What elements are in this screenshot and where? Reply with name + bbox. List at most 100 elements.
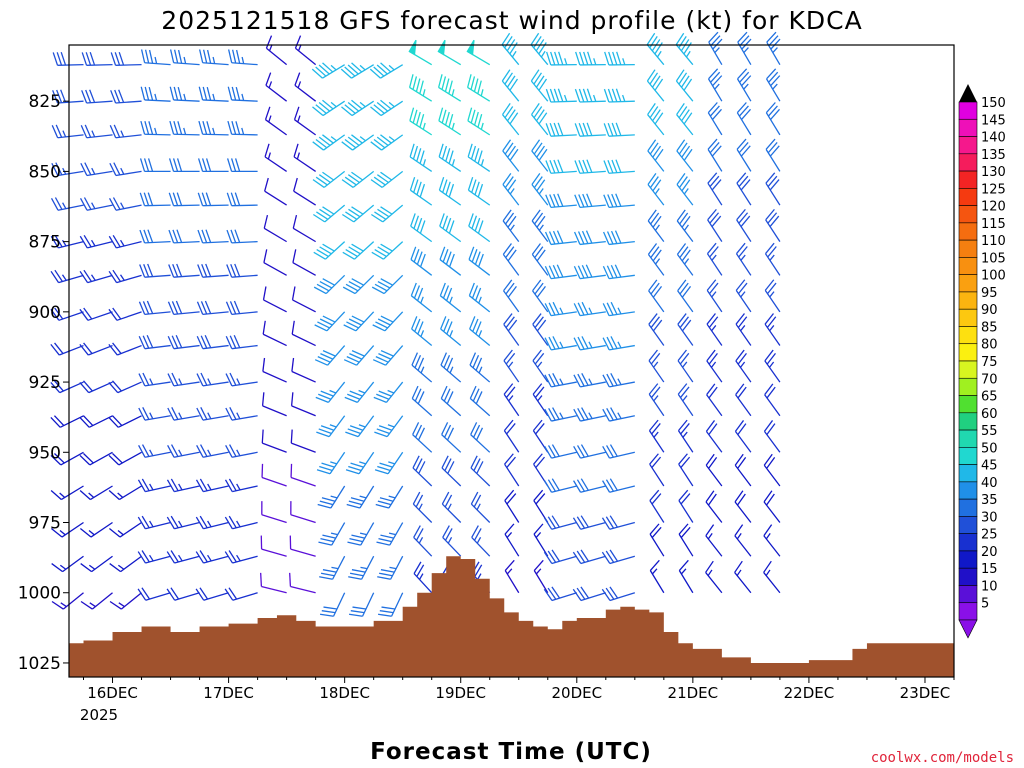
wind-barb: [502, 173, 520, 206]
wind-barb: [439, 213, 462, 243]
wind-barb: [412, 422, 433, 453]
wind-barb: [342, 274, 375, 295]
wind-barb: [261, 392, 287, 417]
wind-barb: [677, 349, 694, 383]
wind-barb: [265, 72, 288, 102]
colorbar-swatch: [958, 602, 978, 621]
wind-barb: [50, 415, 84, 428]
wind-barb: [648, 349, 665, 383]
wind-barb: [532, 383, 549, 417]
wind-barb: [81, 51, 113, 66]
wind-barb: [108, 521, 142, 538]
wind-barb: [342, 204, 375, 223]
wind-barb: [533, 453, 549, 487]
colorbar-swatch: [958, 343, 978, 362]
colorbar-swatch: [958, 153, 978, 172]
wind-barb: [292, 214, 316, 243]
wind-barb: [408, 74, 433, 102]
wind-barb: [531, 209, 549, 243]
wind-barb: [342, 241, 375, 260]
wind-barb: [51, 124, 84, 139]
wind-barb: [649, 559, 665, 594]
wind-barb: [441, 491, 462, 523]
wind-barb: [108, 197, 142, 211]
wind-barb: [341, 99, 375, 117]
wind-barb: [264, 177, 287, 206]
colorbar-tick-label: 20: [981, 545, 998, 560]
wind-barb: [543, 478, 577, 493]
wind-barb: [438, 177, 462, 206]
wind-barb: [198, 86, 229, 102]
wind-barb: [764, 279, 781, 313]
wind-barb: [676, 173, 694, 206]
wind-barb: [79, 269, 113, 284]
wind-barb: [765, 102, 781, 136]
wind-barb: [574, 88, 606, 103]
wind-barb: [647, 102, 665, 136]
wind-barb: [765, 68, 781, 102]
wind-barb: [649, 453, 665, 487]
wind-barb: [225, 335, 258, 350]
x-tick-label: 17DEC: [203, 684, 254, 702]
colorbar-swatch: [958, 308, 978, 327]
wind-barb: [291, 320, 316, 347]
colorbar-swatch: [958, 550, 978, 569]
wind-barb: [370, 99, 404, 117]
wind-barb: [138, 372, 171, 387]
wind-barb: [573, 301, 606, 317]
wind-barb: [50, 380, 84, 394]
wind-barb: [290, 392, 316, 417]
wind-barb: [470, 422, 491, 453]
wind-barb: [675, 69, 694, 102]
wind-barb: [707, 102, 723, 136]
wind-barb: [371, 241, 404, 260]
wind-barb: [502, 209, 520, 243]
wind-barb: [345, 415, 375, 438]
wind-barb: [196, 444, 229, 458]
wind-barb: [228, 49, 258, 66]
wind-barb: [264, 106, 288, 136]
wind-barb: [80, 124, 113, 139]
credit-text: coolwx.com/models: [871, 750, 1014, 766]
wind-barb: [439, 246, 462, 276]
wind-barb: [140, 120, 171, 136]
wind-barb: [503, 279, 520, 313]
wind-barb: [224, 515, 258, 530]
wind-barb: [410, 213, 433, 243]
wind-barb: [734, 490, 752, 523]
y-axis: 825 850 875 900 925 950 975 1000 1025: [18, 92, 69, 674]
wind-barb: [575, 51, 606, 66]
plot-area: [50, 31, 954, 677]
colorbar-swatch: [958, 291, 978, 310]
wind-barb: [439, 282, 462, 313]
wind-barb: [311, 62, 345, 79]
wind-barb: [572, 478, 606, 493]
wind-barb: [503, 419, 520, 453]
colorbar: 1501451401351301251201151101051009590858…: [958, 84, 1006, 639]
wind-barb: [504, 523, 520, 557]
wind-barb: [706, 279, 723, 313]
wind-barb: [545, 193, 577, 209]
wind-barb: [705, 453, 723, 487]
x-tick-label: 20DEC: [551, 684, 602, 702]
chart-title: 2025121518 GFS forecast wind profile (kt…: [161, 6, 862, 35]
wind-barb: [440, 316, 462, 347]
colorbar-tick-label: 55: [981, 424, 998, 439]
wind-barb: [226, 158, 258, 173]
x-year-label: 2025: [80, 706, 118, 724]
wind-barb: [79, 307, 113, 321]
wind-barb: [261, 429, 287, 453]
wind-barb: [440, 352, 462, 383]
wind-barb: [81, 89, 113, 104]
wind-barb: [195, 515, 229, 530]
colorbar-swatch: [958, 239, 978, 258]
wind-barb: [501, 32, 520, 66]
wind-barb: [734, 453, 752, 487]
wind-barb: [573, 264, 606, 280]
wind-barb: [603, 122, 635, 137]
wind-barb: [312, 204, 346, 223]
wind-barb: [341, 170, 375, 188]
wind-barb: [469, 352, 491, 383]
wind-barb: [573, 444, 606, 459]
wind-barb: [469, 385, 491, 417]
